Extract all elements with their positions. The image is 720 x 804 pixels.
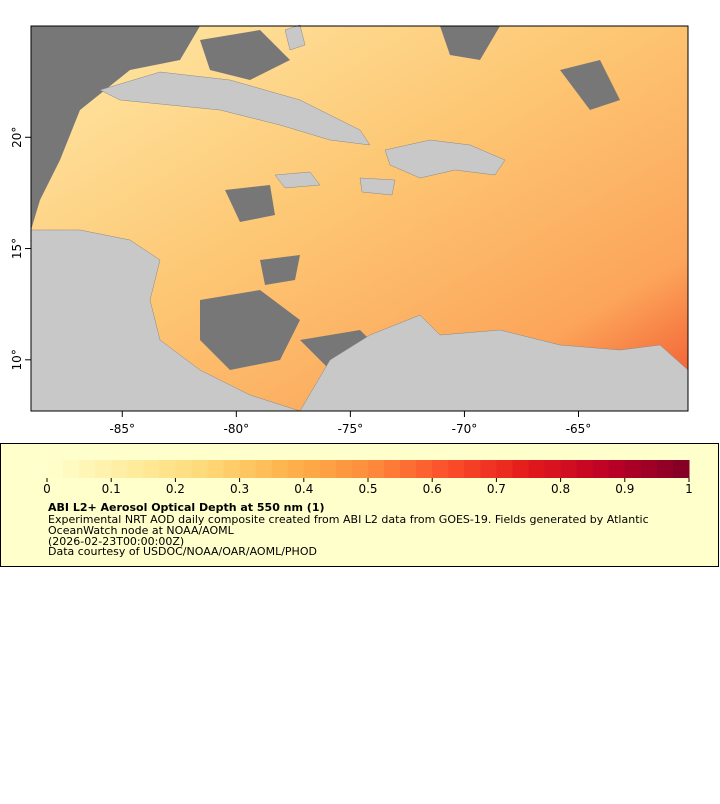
x-tick-label: -75° — [338, 422, 364, 436]
colorbar-step — [416, 460, 433, 478]
y-tick-label: 10° — [10, 349, 24, 370]
colorbar-step — [255, 460, 273, 478]
colorbar-step — [656, 460, 674, 478]
legend-line: Data courtesy of USDOC/NOAA/OAR/AOML/PHO… — [48, 545, 317, 558]
map-frame — [30, 25, 689, 412]
colorbar-step — [335, 460, 353, 478]
x-tick-label: -65° — [566, 422, 592, 436]
colorbar-step — [47, 460, 64, 478]
colorbar-tick-label: 0.7 — [487, 482, 506, 496]
colorbar-step — [207, 460, 225, 478]
colorbar-step — [496, 460, 513, 478]
colorbar-step — [63, 460, 80, 478]
colorbar-tick-label: 0.1 — [102, 482, 121, 496]
colorbar-tick-label: 0.9 — [615, 482, 634, 496]
colorbar-tick-label: 0.4 — [294, 482, 313, 496]
colorbar-step — [127, 460, 144, 478]
colorbar-step — [191, 460, 208, 478]
legend-line: Experimental NRT AOD daily composite cre… — [48, 513, 649, 526]
colorbar-step — [576, 460, 594, 478]
colorbar-step — [608, 460, 626, 478]
land — [30, 24, 689, 412]
colorbar-step — [287, 460, 305, 478]
colorbar-step — [175, 460, 192, 478]
colorbar-tick-label: 0.6 — [423, 482, 442, 496]
map — [30, 24, 689, 412]
colorbar-step — [560, 460, 578, 478]
colorbar-step — [672, 460, 690, 478]
colorbar-step — [319, 460, 337, 478]
colorbar-step — [640, 460, 658, 478]
colorbar-tick-label: 0 — [43, 482, 51, 496]
colorbar-step — [303, 460, 321, 478]
colorbar-step — [111, 460, 128, 478]
colorbar-step — [544, 460, 562, 478]
colorbar-step — [239, 460, 257, 478]
colorbar-step — [384, 460, 401, 478]
legend-line: (2026-02-23T00:00:00Z) — [48, 535, 184, 548]
colorbar-tick-label: 0.5 — [358, 482, 377, 496]
colorbar-step — [271, 460, 289, 478]
colorbar-tick-label: 1 — [685, 482, 693, 496]
colorbar-tick-label: 0.2 — [166, 482, 185, 496]
y-tick-label: 20° — [10, 127, 24, 148]
colorbar: 0 0.1 0.2 0.3 0.4 0.5 0.6 0.7 0.8 0.9 1 — [43, 460, 693, 496]
legend-title: ABI L2+ Aerosol Optical Depth at 550 nm … — [48, 501, 325, 514]
y-tick-label: 15° — [10, 238, 24, 259]
x-tick-label: -85° — [109, 422, 135, 436]
colorbar-step — [448, 460, 465, 478]
colorbar-step — [368, 460, 385, 478]
colorbar-step — [432, 460, 449, 478]
colorbar-step — [480, 460, 497, 478]
colorbar-tick-label: 0.3 — [230, 482, 249, 496]
x-tick-label: -80° — [224, 422, 250, 436]
colorbar-step — [624, 460, 642, 478]
colorbar-step — [223, 460, 241, 478]
colorbar-step — [464, 460, 481, 478]
axes: -85° -80° -75° -70° -65° 10° 15° 20° — [10, 127, 591, 436]
colorbar-tick-label: 0.8 — [551, 482, 570, 496]
colorbar-step — [159, 460, 176, 478]
colorbar-step — [592, 460, 610, 478]
colorbar-step — [95, 460, 112, 478]
colorbar-step — [528, 460, 546, 478]
x-tick-label: -70° — [452, 422, 478, 436]
colorbar-step — [351, 460, 369, 478]
colorbar-step — [143, 460, 160, 478]
colorbar-step — [512, 460, 529, 478]
legend-line: OceanWatch node at NOAA/AOML — [48, 524, 235, 537]
colorbar-step — [400, 460, 417, 478]
cloud-mask — [30, 26, 620, 370]
colorbar-step — [79, 460, 96, 478]
